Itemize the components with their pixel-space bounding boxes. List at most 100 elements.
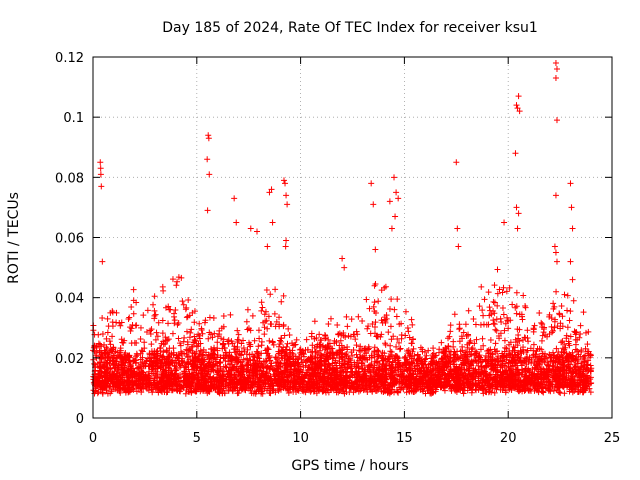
data-point — [209, 363, 216, 370]
data-point — [344, 323, 351, 330]
data-point — [493, 316, 500, 323]
data-point — [304, 357, 311, 364]
data-point — [169, 370, 176, 377]
data-point — [199, 330, 206, 337]
data-point — [302, 362, 309, 369]
data-point — [300, 359, 307, 366]
data-point — [577, 330, 584, 337]
data-point — [189, 349, 196, 356]
data-point — [179, 357, 186, 364]
data-point — [577, 366, 584, 373]
data-point — [556, 355, 563, 362]
data-point — [278, 335, 285, 342]
data-point — [449, 382, 456, 389]
data-point — [440, 379, 447, 386]
data-point — [322, 334, 329, 341]
data-point — [117, 322, 124, 329]
data-point — [191, 319, 198, 326]
data-point — [219, 340, 226, 347]
data-point — [439, 356, 446, 363]
data-point — [477, 321, 484, 328]
data-point — [530, 328, 537, 335]
data-point — [159, 317, 166, 324]
data-point — [447, 328, 454, 335]
data-point — [447, 354, 454, 361]
data-point — [282, 367, 289, 374]
data-point — [553, 374, 560, 381]
data-point — [178, 350, 185, 357]
data-point — [164, 355, 171, 362]
data-point — [371, 323, 378, 330]
data-point — [395, 359, 402, 366]
data-point — [548, 315, 555, 322]
data-point — [511, 355, 518, 362]
data-point — [251, 354, 258, 361]
data-point — [232, 349, 239, 356]
data-point — [412, 386, 419, 393]
data-point — [569, 369, 576, 376]
data-point — [487, 307, 494, 314]
data-point — [250, 390, 257, 397]
data-point — [421, 356, 428, 363]
data-point — [174, 278, 181, 285]
data-point — [257, 360, 264, 367]
data-point — [387, 342, 394, 349]
data-point — [334, 381, 341, 388]
data-point — [214, 374, 221, 381]
data-point — [154, 380, 161, 387]
data-point — [405, 328, 412, 335]
data-point — [247, 364, 254, 371]
data-point — [312, 348, 319, 355]
data-point — [195, 383, 202, 390]
data-point — [209, 375, 216, 382]
data-point — [133, 384, 140, 391]
data-point — [405, 384, 412, 391]
data-point — [281, 374, 288, 381]
data-point — [497, 364, 504, 371]
data-point — [263, 357, 270, 364]
data-point — [280, 292, 287, 299]
data-point — [470, 375, 477, 382]
data-point — [558, 339, 565, 346]
data-point — [317, 351, 324, 358]
data-point — [223, 364, 230, 371]
data-point — [528, 360, 535, 367]
data-point — [229, 365, 236, 372]
data-point — [497, 354, 504, 361]
data-point — [529, 366, 536, 373]
data-point — [539, 321, 546, 328]
data-point — [121, 337, 128, 344]
data-point — [505, 325, 512, 332]
data-point — [173, 282, 180, 289]
data-point — [283, 346, 290, 353]
data-point — [258, 342, 265, 349]
data-point — [403, 356, 410, 363]
data-point — [154, 333, 161, 340]
data-point — [204, 371, 211, 378]
data-point — [220, 312, 227, 319]
data-point — [165, 361, 172, 368]
data-point — [371, 299, 378, 306]
data-point — [494, 302, 501, 309]
data-point — [125, 353, 132, 360]
data-point — [513, 360, 520, 367]
data-point — [261, 311, 268, 318]
data-point — [327, 365, 334, 372]
data-point — [96, 367, 103, 374]
data-point — [112, 358, 119, 365]
data-point — [195, 331, 202, 338]
data-point — [534, 364, 541, 371]
data-point — [175, 335, 182, 342]
data-point — [287, 371, 294, 378]
data-point — [329, 382, 336, 389]
data-point — [122, 356, 129, 363]
data-point — [486, 358, 493, 365]
data-point — [248, 381, 255, 388]
data-point — [281, 360, 288, 367]
data-point — [477, 359, 484, 366]
data-point — [480, 342, 487, 349]
data-point — [344, 346, 351, 353]
data-point — [383, 315, 390, 322]
data-point — [304, 383, 311, 390]
data-point — [523, 361, 530, 368]
